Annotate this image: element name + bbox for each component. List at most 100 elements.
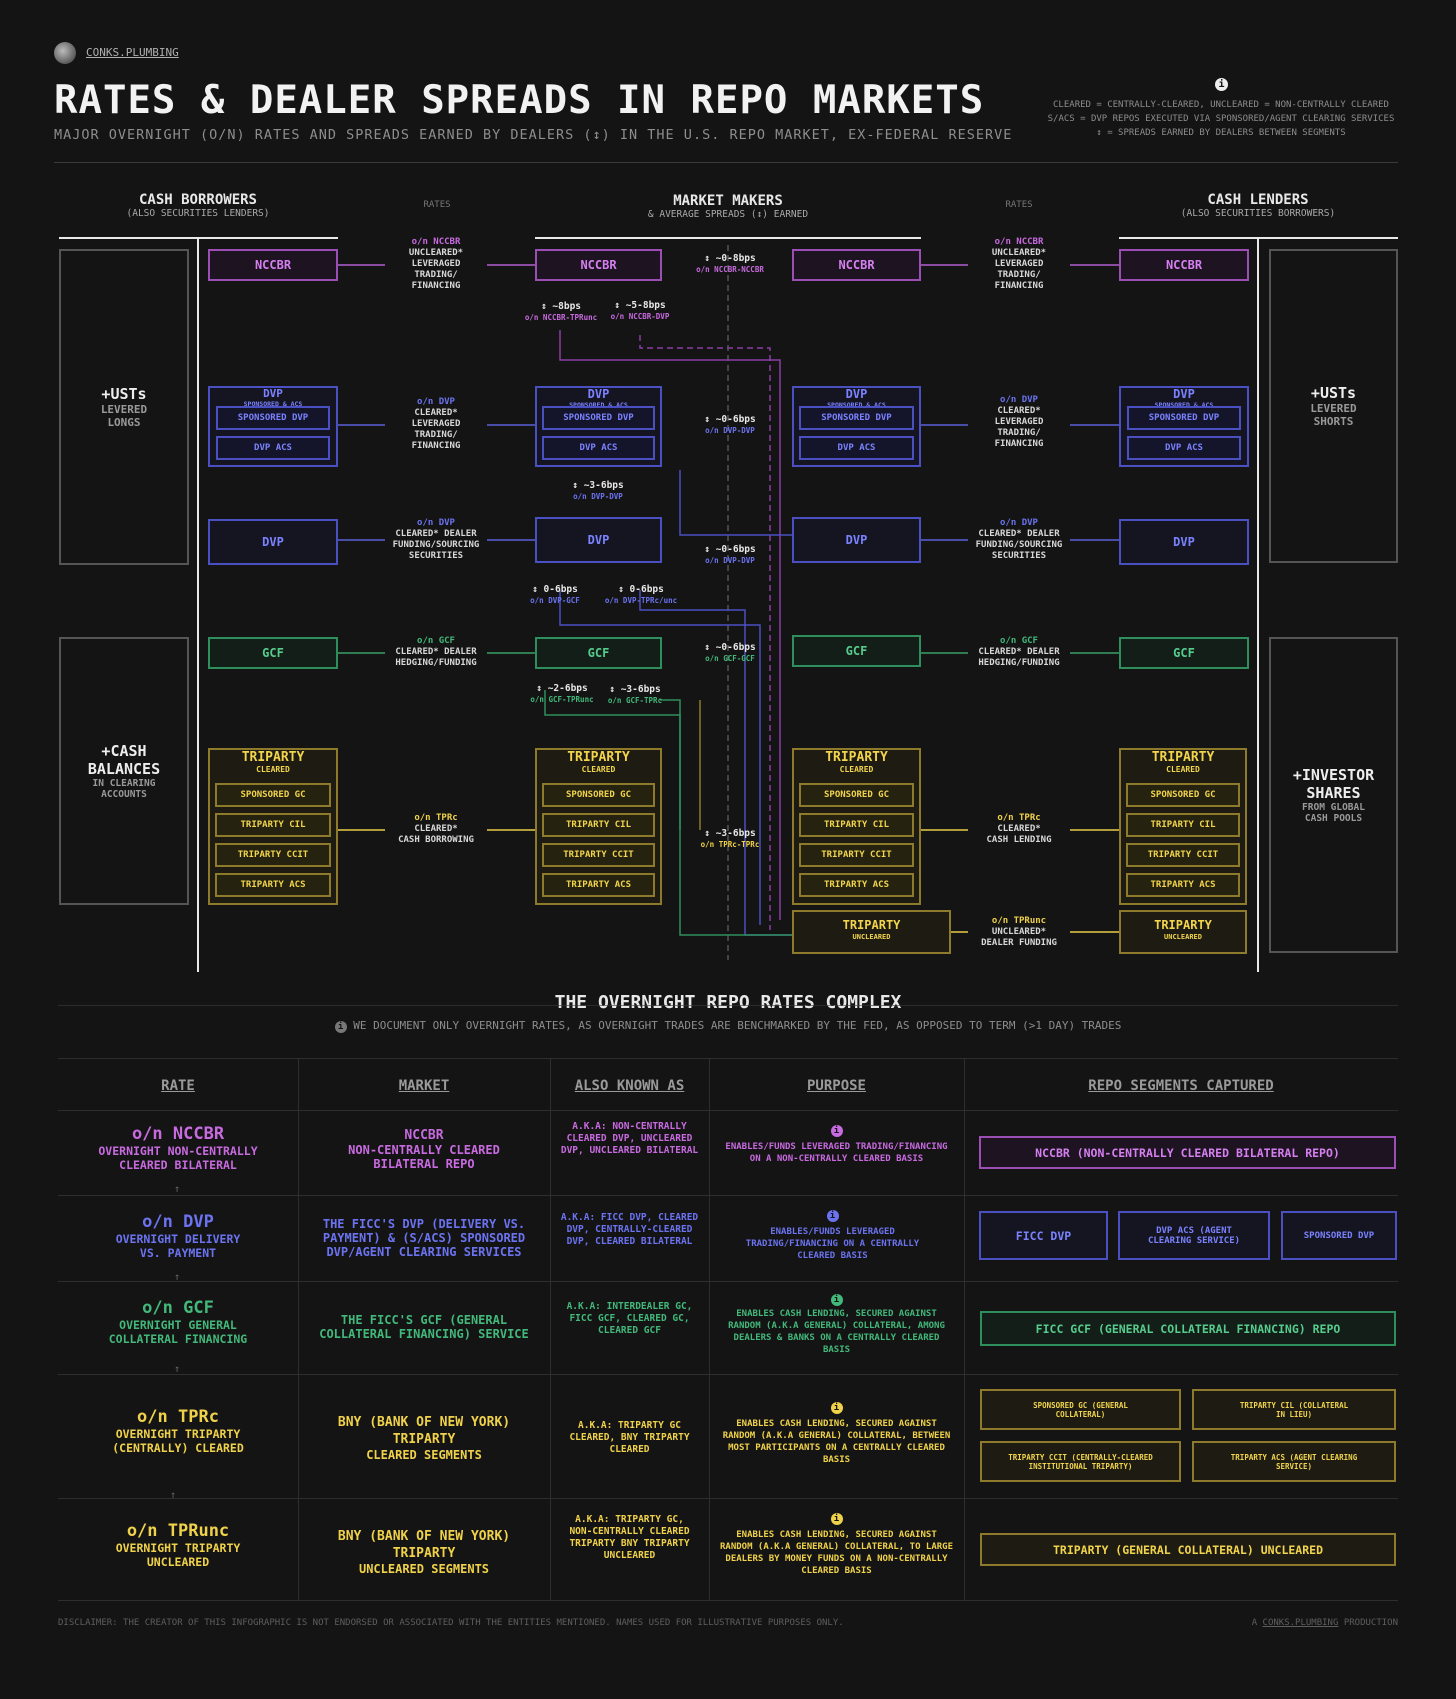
maker-right-triparty-ccit[interactable]: TRIPARTY CCIT [799,843,914,867]
table-row-5-market: BNY (BANK OF NEW YORK) TRIPARTY UNCLEARE… [330,1528,518,1576]
footer-credit-suffix: PRODUCTION [1343,1618,1398,1628]
rate-right-nccbr-2: LEVERAGED [994,259,1044,269]
maker-left-gcf-box[interactable]: GCF [535,637,662,669]
borrower-nccbr-box[interactable]: NCCBR [208,249,338,281]
table-top-line [58,1058,1398,1059]
maker-right-triparty-title: TRIPARTY [825,750,888,765]
rate-left-gcf-1: CLEARED* DEALER [395,647,477,657]
rate-right-dvp2: o/n DVP CLEARED* DEALER FUNDING/SOURCING… [968,518,1070,562]
rate-right-dvp2-0: o/n DVP [1000,518,1038,528]
borrower-triparty-box[interactable]: TRIPARTY CLEARED SPONSORED GC TRIPARTY C… [208,748,338,905]
table-row-line-3 [58,1374,1398,1375]
row4-segment-sponsored-gc[interactable]: SPONSORED GC (GENERAL COLLATERAL) [980,1389,1181,1430]
lender-sponsored-gc[interactable]: SPONSORED GC [1126,783,1240,807]
rate-left-nccbr-4: FINANCING [411,281,461,291]
info-icon: i [826,1210,839,1222]
panel-cash-small: IN CLEARING ACCOUNTS [92,778,156,800]
lender-triparty-unc-title: TRIPARTY [1154,918,1212,932]
spread-dvp-dvp1-pair: o/n DVP-DVP [705,426,755,435]
row2-segment-ficc-dvp[interactable]: FICC DVP [979,1211,1108,1260]
table-row-3-market: THE FICC'S GCF (GENERAL COLLATERAL FINAN… [319,1313,529,1341]
rate-right-tpr-unc-2: DEALER FUNDING [981,938,1057,948]
maker-right-nccbr-box[interactable]: NCCBR [792,249,921,281]
spread-dvp-dvp2-value: ↕ ~0-6bps [704,544,756,555]
maker-right-gcf-box[interactable]: GCF [792,635,921,667]
lender-triparty-acs[interactable]: TRIPARTY ACS [1126,873,1240,897]
maker-right-dvp-sacs-sub: SPONSORED & ACS [827,401,886,409]
maker-left-dvp-acs[interactable]: DVP ACS [542,436,655,460]
lender-sponsored-dvp[interactable]: SPONSORED DVP [1127,406,1241,430]
maker-left-triparty-ccit[interactable]: TRIPARTY CCIT [542,843,655,867]
borrower-triparty-cil[interactable]: TRIPARTY CIL [215,813,331,837]
lender-triparty-cil[interactable]: TRIPARTY CIL [1126,813,1240,837]
borrower-sponsored-dvp[interactable]: SPONSORED DVP [216,406,330,430]
borrower-sponsored-gc[interactable]: SPONSORED GC [215,783,331,807]
row1-rate-name: o/n NCCBR [131,1124,225,1144]
maker-left-sponsored-gc[interactable]: SPONSORED GC [542,783,655,807]
table-col-line-3 [709,1058,710,1600]
panel-ust-longs: +USTs LEVERED LONGS [59,249,189,565]
borrower-triparty-ccit[interactable]: TRIPARTY CCIT [215,843,331,867]
table-header-segments: REPO SEGMENTS CAPTURED [1088,1078,1274,1094]
maker-right-triparty-sub: CLEARED [839,765,874,774]
maker-right-dvp-box[interactable]: DVP [792,517,921,563]
borrower-triparty-acs[interactable]: TRIPARTY ACS [215,873,331,897]
borrower-dvp-label: DVP [262,535,284,549]
spread-nccbr-dvp: ↕ ~5-8bps o/n NCCBR-DVP [604,300,676,322]
info-icon: i [830,1125,843,1137]
maker-right-sponsored-dvp[interactable]: SPONSORED DVP [799,406,914,430]
row4-segment-triparty-acs[interactable]: TRIPARTY ACS (AGENT CLEARING SERVICE) [1192,1441,1396,1482]
maker-left-triparty-cil[interactable]: TRIPARTY CIL [542,813,655,837]
table-col-line-1 [298,1058,299,1600]
panel-cash-big: +CASH BALANCES [87,742,161,778]
borrower-dvp-box[interactable]: DVP [208,519,338,565]
maker-right-triparty-acs[interactable]: TRIPARTY ACS [799,873,914,897]
row4-segment-triparty-cil[interactable]: TRIPARTY CIL (COLLATERAL IN LIEU) [1192,1389,1396,1430]
maker-right-triparty-unc-box[interactable]: TRIPARTY UNCLEARED [792,910,951,954]
row1-segment-nccbr[interactable]: NCCBR (NON-CENTRALLY CLEARED BILATERAL R… [979,1136,1396,1169]
rate-right-dvp1-3: TRADING/ [997,428,1041,438]
legend-line-1: CLEARED = CENTRALLY-CLEARED, UNCLEARED =… [1053,100,1389,110]
row1-market-sub: NON-CENTRALLY CLEARED BILATERAL REPO [348,1143,500,1171]
col-borrowers: CASH BORROWERS (ALSO SECURITIES LENDERS) [90,192,306,219]
lender-triparty-ccit[interactable]: TRIPARTY CCIT [1126,843,1240,867]
row2-segment-dvp-acs[interactable]: DVP ACS (AGENT CLEARING SERVICE) [1118,1211,1270,1260]
lender-dvp-box[interactable]: DVP [1119,519,1249,565]
maker-left-sponsored-dvp[interactable]: SPONSORED DVP [542,406,655,430]
row4-segment-triparty-ccit[interactable]: TRIPARTY CCIT (CENTRALLY-CLEARED INSTITU… [980,1441,1181,1482]
maker-left-triparty-box[interactable]: TRIPARTY CLEARED SPONSORED GC TRIPARTY C… [535,748,662,905]
table-row-3-purpose: i ENABLES CASH LENDING, SECURED AGAINST … [719,1294,954,1356]
maker-left-dvp-box[interactable]: DVP [535,517,662,563]
lender-triparty-box[interactable]: TRIPARTY CLEARED SPONSORED GC TRIPARTY C… [1119,748,1247,905]
lender-gcf-box[interactable]: GCF [1119,637,1249,669]
borrower-dvp-sacs-box[interactable]: DVP SPONSORED & ACS SPONSORED DVP DVP AC… [208,386,338,467]
maker-left-nccbr-box[interactable]: NCCBR [535,249,662,281]
brand-name[interactable]: CONKS.PLUMBING [86,46,179,59]
footer-credit: A CONKS.PLUMBING PRODUCTION [1252,1618,1398,1628]
maker-right-triparty-cil[interactable]: TRIPARTY CIL [799,813,914,837]
maker-left-triparty-acs[interactable]: TRIPARTY ACS [542,873,655,897]
footer-credit-link[interactable]: CONKS.PLUMBING [1262,1618,1339,1628]
borrower-dvp-acs[interactable]: DVP ACS [216,436,330,460]
maker-right-dvp-acs[interactable]: DVP ACS [799,436,914,460]
rate-left-nccbr-1: UNCLEARED* [408,248,464,258]
maker-right-dvp-sacs-box[interactable]: DVP SPONSORED & ACS SPONSORED DVP DVP AC… [792,386,921,467]
row5-segment-triparty-uncleared[interactable]: TRIPARTY (GENERAL COLLATERAL) UNCLEARED [980,1533,1396,1566]
lender-dvp-acs[interactable]: DVP ACS [1127,436,1241,460]
row5-purpose-text: ENABLES CASH LENDING, SECURED AGAINST RA… [720,1530,953,1576]
row3-segment-ficc-gcf[interactable]: FICC GCF (GENERAL COLLATERAL FINANCING) … [980,1311,1396,1346]
maker-right-sponsored-gc[interactable]: SPONSORED GC [799,783,914,807]
info-icon: i [334,1021,347,1033]
spread-dvp-dvp1-value: ↕ ~0-6bps [704,414,756,425]
maker-right-triparty-box[interactable]: TRIPARTY CLEARED SPONSORED GC TRIPARTY C… [792,748,921,905]
col-rates-right-label: RATES [1005,200,1033,210]
row2-segment-sponsored-dvp[interactable]: SPONSORED DVP [1281,1211,1397,1260]
panel-ust-shorts-big: +USTs [1310,384,1357,402]
rate-right-tpr-unc-0: o/n TPRunc [991,916,1047,926]
lender-nccbr-box[interactable]: NCCBR [1119,249,1249,281]
maker-left-dvp-sacs-box[interactable]: DVP SPONSORED & ACS SPONSORED DVP DVP AC… [535,386,662,467]
lender-triparty-unc-box[interactable]: TRIPARTY UNCLEARED [1119,910,1247,954]
rate-left-dvp1-0: o/n DVP [417,397,455,407]
lender-dvp-sacs-box[interactable]: DVP SPONSORED & ACS SPONSORED DVP DVP AC… [1119,386,1249,467]
borrower-gcf-box[interactable]: GCF [208,637,338,669]
